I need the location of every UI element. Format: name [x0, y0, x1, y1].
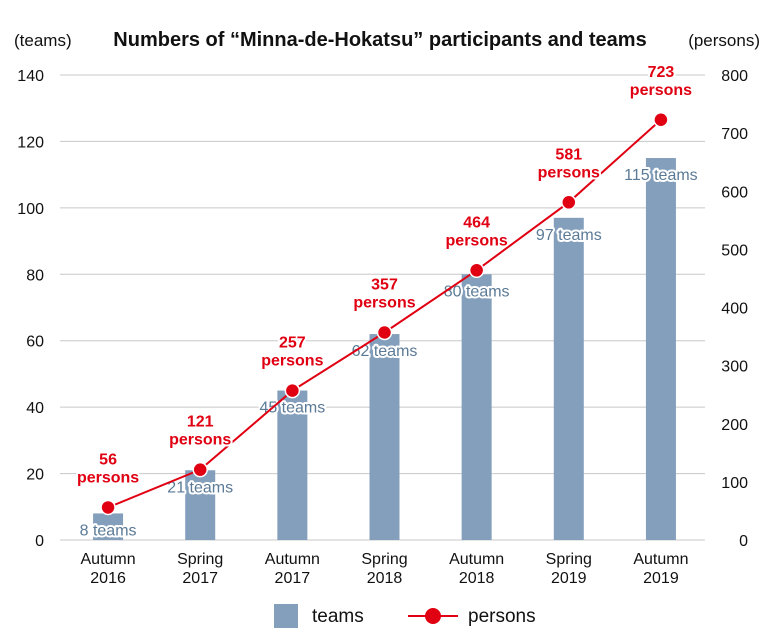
chart-title: Numbers of “Minna-de-Hokatsu” participan… — [113, 29, 646, 51]
legend-persons-label: persons — [468, 606, 536, 627]
point-unit-label: persons — [446, 232, 508, 249]
point-value-label: 121 — [187, 414, 214, 431]
bar-value-label: 80 teams — [444, 283, 510, 300]
right-tick-label: 800 — [721, 68, 748, 85]
bar-value-label: 45 teams — [259, 400, 325, 417]
line-point — [284, 382, 301, 399]
bar-value-label: 115 teams — [624, 167, 698, 184]
x-tick-label: Autumn 2017 — [265, 551, 320, 587]
point-unit-label: persons — [538, 164, 600, 181]
left-tick-label: 0 — [35, 533, 44, 550]
bar — [461, 274, 492, 540]
point-value-label: 257 — [279, 335, 306, 352]
x-tick-label: Spring 2017 — [177, 551, 223, 587]
point-value-label: 56 — [99, 451, 117, 468]
x-tick-label: Spring 2019 — [546, 551, 592, 587]
legend-teams-label: teams — [312, 606, 364, 627]
legend: teams persons — [274, 604, 536, 628]
bar-value-label: 62 teams — [352, 343, 418, 360]
left-tick-label: 100 — [17, 201, 44, 218]
bar-value-label: 97 teams — [536, 227, 602, 244]
left-tick-label: 60 — [26, 334, 44, 351]
bar — [645, 158, 676, 541]
line-point — [468, 262, 485, 279]
point-value-label: 581 — [555, 146, 582, 163]
bar — [185, 470, 216, 540]
left-tick-label: 40 — [26, 400, 44, 417]
legend-teams-swatch — [274, 604, 298, 628]
x-tick-label: Spring 2018 — [361, 551, 407, 587]
legend-persons-marker — [425, 608, 441, 624]
line-point — [192, 461, 208, 478]
left-tick-label: 120 — [17, 134, 44, 151]
bar-value-label: 8 teams — [80, 522, 137, 539]
left-tick-label: 20 — [26, 467, 44, 484]
right-tick-label: 200 — [721, 417, 748, 434]
point-value-label: 357 — [371, 276, 398, 293]
x-tick-label: Autumn 2018 — [449, 551, 504, 587]
point-unit-label: persons — [261, 353, 323, 370]
right-tick-label: 300 — [721, 359, 748, 376]
right-tick-label: 500 — [721, 242, 748, 259]
bar-value-label: 21 teams — [167, 479, 233, 496]
x-tick-label: Autumn 2019 — [633, 551, 688, 587]
left-tick-label: 80 — [26, 267, 44, 284]
bar — [369, 334, 400, 540]
line-point — [653, 112, 669, 128]
point-unit-label: persons — [169, 432, 231, 449]
bar — [93, 513, 124, 540]
bar-series-teams — [93, 158, 676, 541]
point-value-label: 464 — [463, 214, 490, 231]
line-point — [376, 324, 393, 341]
x-axis-ticks: Autumn 2016 Spring 2017 Autumn 2017 Spring 2018… — [81, 551, 689, 587]
bar — [277, 390, 308, 540]
left-axis-ticks: 0 20 40 60 80 100 120 140 — [17, 68, 44, 550]
line-series-persons — [100, 112, 669, 516]
right-tick-label: 600 — [721, 184, 748, 201]
right-tick-label: 400 — [721, 301, 748, 318]
point-unit-label: persons — [630, 82, 692, 99]
point-labels: 56persons121persons257persons357persons4… — [75, 62, 694, 489]
right-tick-label: 100 — [721, 475, 748, 492]
right-axis-ticks: 0 100 200 300 400 500 600 700 800 — [721, 68, 748, 550]
right-tick-label: 700 — [721, 126, 748, 143]
right-axis-unit: (persons) — [688, 31, 760, 50]
point-unit-label: persons — [353, 294, 415, 311]
line-point — [561, 194, 577, 211]
right-tick-label: 0 — [739, 533, 748, 550]
left-axis-unit: (teams) — [14, 31, 72, 50]
x-tick-label: Autumn 2016 — [81, 551, 136, 587]
bar-labels: 8 teams 21 teams 45 teams 62 teams 80 teams 9… — [78, 165, 700, 541]
bar — [553, 217, 584, 541]
point-value-label: 723 — [648, 64, 675, 81]
left-tick-label: 140 — [17, 68, 44, 85]
point-unit-label: persons — [77, 469, 139, 486]
line-point — [100, 499, 116, 516]
